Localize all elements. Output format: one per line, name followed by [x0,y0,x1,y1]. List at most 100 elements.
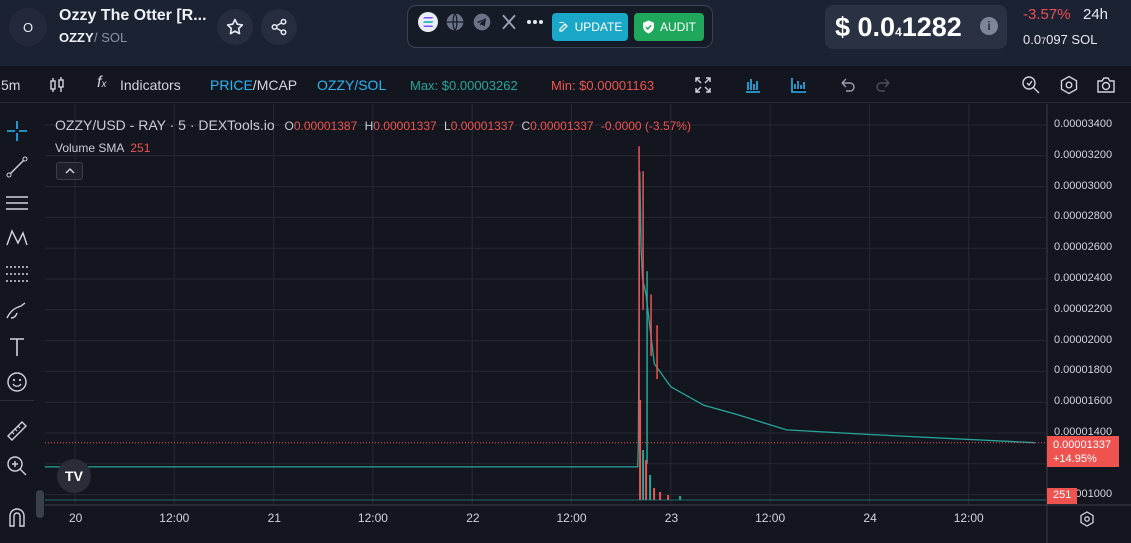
trend-line-icon [6,156,28,178]
sol-price-unit: SOL [1071,32,1098,47]
close-value: 0.00001337 [530,119,594,133]
volume-bar [659,492,662,500]
camera-icon [1097,77,1115,93]
magnet-tool[interactable] [4,504,30,530]
crosshair-tool[interactable] [4,118,30,144]
undo-button[interactable] [836,74,858,96]
tradingview-logo[interactable]: TV [57,459,91,493]
volume-bar [645,460,648,500]
solana-link[interactable] [418,12,438,32]
usd-price-digits: 1282 [901,12,962,42]
redo-icon [876,78,890,92]
volume-toggle-button[interactable] [788,74,810,96]
fullscreen-button[interactable] [692,74,714,96]
edit-icon [558,22,568,32]
share-button[interactable] [261,9,297,45]
axis-settings-button[interactable] [1077,509,1097,529]
chart-type-button[interactable] [46,74,68,96]
tool-divider [0,400,34,401]
price-mcap-toggle[interactable]: PRICE/MCAP [210,77,298,93]
x-icon [502,14,516,30]
volume-bar [679,496,682,500]
legend-change: -0.0000 (-3.57%) [600,119,691,133]
telegram-icon [473,13,491,31]
price-tick-label: 0.00002000 [1054,333,1113,346]
more-links-button[interactable] [525,12,545,32]
tools-scrollbar[interactable] [36,490,44,518]
time-tick-label: 20 [69,511,83,525]
volume-bar [639,400,642,500]
time-tick-label: 12:00 [556,511,587,525]
pattern-tool[interactable] [4,225,30,251]
high-value: 0.00001337 [373,119,437,133]
price-tick-label: 0.00003400 [1054,118,1113,130]
chevron-up-icon [65,168,74,174]
shield-check-icon [643,20,654,34]
audit-button[interactable]: AUDIT [634,13,704,41]
solana-icon [418,12,438,32]
globe-icon [446,13,464,31]
volume-bar [649,475,652,500]
usd-price-zeros: 4 [895,25,902,39]
interval-selector[interactable]: 5m [1,77,21,93]
change-period: 24h [1083,6,1109,23]
sol-price-prefix: 0.0 [1023,32,1042,47]
share-icon [271,18,287,36]
x-link[interactable] [499,12,519,32]
ruler-tool[interactable] [4,418,30,444]
usd-price-prefix: $ 0.0 [835,12,896,42]
volume-bar [667,495,670,500]
screenshot-button[interactable] [1095,74,1117,96]
current-price-change: +14.95% [1053,453,1097,465]
undo-icon [841,78,855,92]
token-pair: / SOL [94,30,128,45]
horizontal-lines-tool[interactable] [4,190,30,216]
zoom-tool[interactable] [4,453,30,479]
collapse-legend-button[interactable] [56,162,83,180]
chart-settings-button[interactable] [1058,74,1080,96]
mcap-option[interactable]: MCAP [256,77,298,93]
website-link[interactable] [445,12,465,32]
bar-chart-icon [746,79,760,93]
time-tick-label: 12:00 [159,511,190,525]
open-value: 0.00001387 [293,119,358,133]
trend-line-tool[interactable] [4,154,30,180]
telegram-link[interactable] [472,12,492,32]
hexagon-icon [1060,75,1078,95]
indicators-button[interactable]: Indicators [120,77,181,93]
emoji-tool[interactable] [4,369,30,395]
magnifier-gear-icon [1022,76,1040,94]
chart-canvas[interactable] [45,104,1131,543]
parallel-lines-icon [6,196,28,210]
pattern-icon [6,229,28,246]
brush-tool[interactable] [4,298,30,324]
function-icon: fx [97,74,107,91]
volume-label: Volume SMA [55,141,125,155]
smiley-icon [7,372,27,392]
search-settings-button[interactable] [1020,74,1042,96]
update-button[interactable]: UPDATE [552,13,628,41]
pair-toggle[interactable]: OZZY/SOL [317,77,387,93]
current-price-value: 0.00001337 [1053,439,1112,451]
trades-toggle-button[interactable] [742,74,764,96]
price-tick-label: 0.00002800 [1054,210,1113,223]
settings-icon [1080,511,1094,527]
favorite-button[interactable] [217,9,253,45]
info-icon[interactable]: i [980,17,998,35]
redo-button[interactable] [873,74,895,96]
price-tick-label: 0.00002200 [1054,302,1113,315]
volume-tag: 251 [1047,488,1077,504]
token-name: Ozzy The Otter [R... [59,7,207,24]
price-chart[interactable] [45,104,1131,543]
time-tick-label: 22 [466,511,480,525]
time-tick-label: 12:00 [755,511,786,525]
price-option[interactable]: PRICE [210,77,253,93]
fullscreen-icon [695,77,711,93]
price-tick-label: 0.00001800 [1054,364,1113,377]
crosshair-icon [7,121,27,141]
usd-price: $ 0.041282 [835,12,962,43]
text-tool[interactable] [4,334,30,360]
text-icon [10,338,24,356]
ruler-icon [7,421,27,441]
fibonacci-tool[interactable] [4,261,30,287]
